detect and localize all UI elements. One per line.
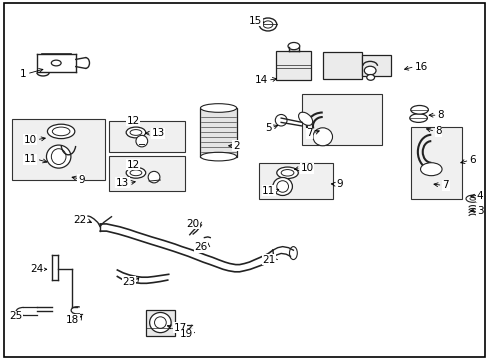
Ellipse shape [130, 170, 142, 176]
Bar [302, 94, 382, 145]
Text: 16: 16 [414, 62, 427, 72]
Ellipse shape [275, 114, 286, 126]
Ellipse shape [149, 312, 171, 333]
Bar [410, 127, 461, 199]
Bar [200, 108, 237, 157]
Ellipse shape [130, 130, 142, 135]
Text: 13: 13 [151, 128, 164, 138]
Ellipse shape [420, 163, 441, 176]
Text: 10: 10 [23, 135, 37, 145]
Ellipse shape [148, 171, 160, 183]
Ellipse shape [364, 66, 375, 75]
Ellipse shape [200, 104, 236, 112]
Bar [361, 55, 390, 76]
Ellipse shape [51, 60, 61, 66]
Text: 26: 26 [194, 242, 207, 252]
Text: 25: 25 [9, 311, 22, 321]
Ellipse shape [366, 75, 374, 80]
Text: 12: 12 [126, 116, 140, 126]
Text: 11: 11 [23, 154, 37, 164]
Text: 8: 8 [437, 110, 444, 120]
Text: 3: 3 [476, 206, 483, 216]
Ellipse shape [276, 181, 288, 192]
Text: 14: 14 [254, 75, 267, 85]
Bar [108, 121, 184, 152]
Text: 9: 9 [78, 175, 84, 185]
Bar [108, 156, 184, 191]
Bar [259, 163, 332, 199]
Ellipse shape [298, 112, 312, 125]
Text: 7: 7 [305, 128, 312, 138]
Text: 10: 10 [300, 163, 313, 173]
Text: 15: 15 [248, 16, 262, 26]
Text: 12: 12 [126, 159, 140, 170]
Text: 8: 8 [434, 126, 441, 136]
Text: 11: 11 [262, 186, 275, 196]
Bar [322, 52, 361, 79]
Text: 5: 5 [264, 123, 271, 133]
Ellipse shape [289, 247, 297, 260]
Ellipse shape [126, 127, 145, 138]
Bar [12, 119, 105, 180]
Ellipse shape [276, 167, 298, 179]
Ellipse shape [287, 42, 299, 50]
Bar [145, 310, 175, 336]
Text: 18: 18 [66, 315, 79, 325]
Ellipse shape [200, 152, 236, 161]
Ellipse shape [126, 167, 145, 178]
Text: 19: 19 [180, 329, 193, 339]
Text: 4: 4 [476, 191, 483, 201]
Text: 13: 13 [116, 178, 129, 188]
Ellipse shape [272, 177, 292, 195]
Ellipse shape [259, 18, 276, 31]
Ellipse shape [409, 114, 427, 122]
Ellipse shape [46, 145, 71, 168]
Ellipse shape [465, 195, 479, 202]
Ellipse shape [136, 135, 147, 147]
Text: 22: 22 [73, 215, 86, 225]
Text: 21: 21 [262, 255, 275, 265]
Text: 23: 23 [122, 276, 136, 287]
Text: 9: 9 [336, 179, 343, 189]
Text: 7: 7 [442, 180, 448, 190]
Text: 17: 17 [173, 323, 186, 333]
Ellipse shape [469, 197, 475, 200]
Ellipse shape [281, 170, 293, 176]
Text: 20: 20 [186, 219, 199, 229]
Bar [276, 51, 311, 80]
Text: 1: 1 [20, 69, 27, 79]
Ellipse shape [52, 127, 70, 136]
Ellipse shape [47, 124, 75, 139]
Text: 6: 6 [468, 155, 475, 165]
Ellipse shape [51, 149, 66, 165]
Ellipse shape [410, 105, 427, 114]
Ellipse shape [312, 128, 332, 146]
Text: 2: 2 [232, 141, 239, 151]
Ellipse shape [154, 317, 166, 328]
Ellipse shape [263, 21, 272, 28]
Text: 24: 24 [30, 264, 43, 274]
